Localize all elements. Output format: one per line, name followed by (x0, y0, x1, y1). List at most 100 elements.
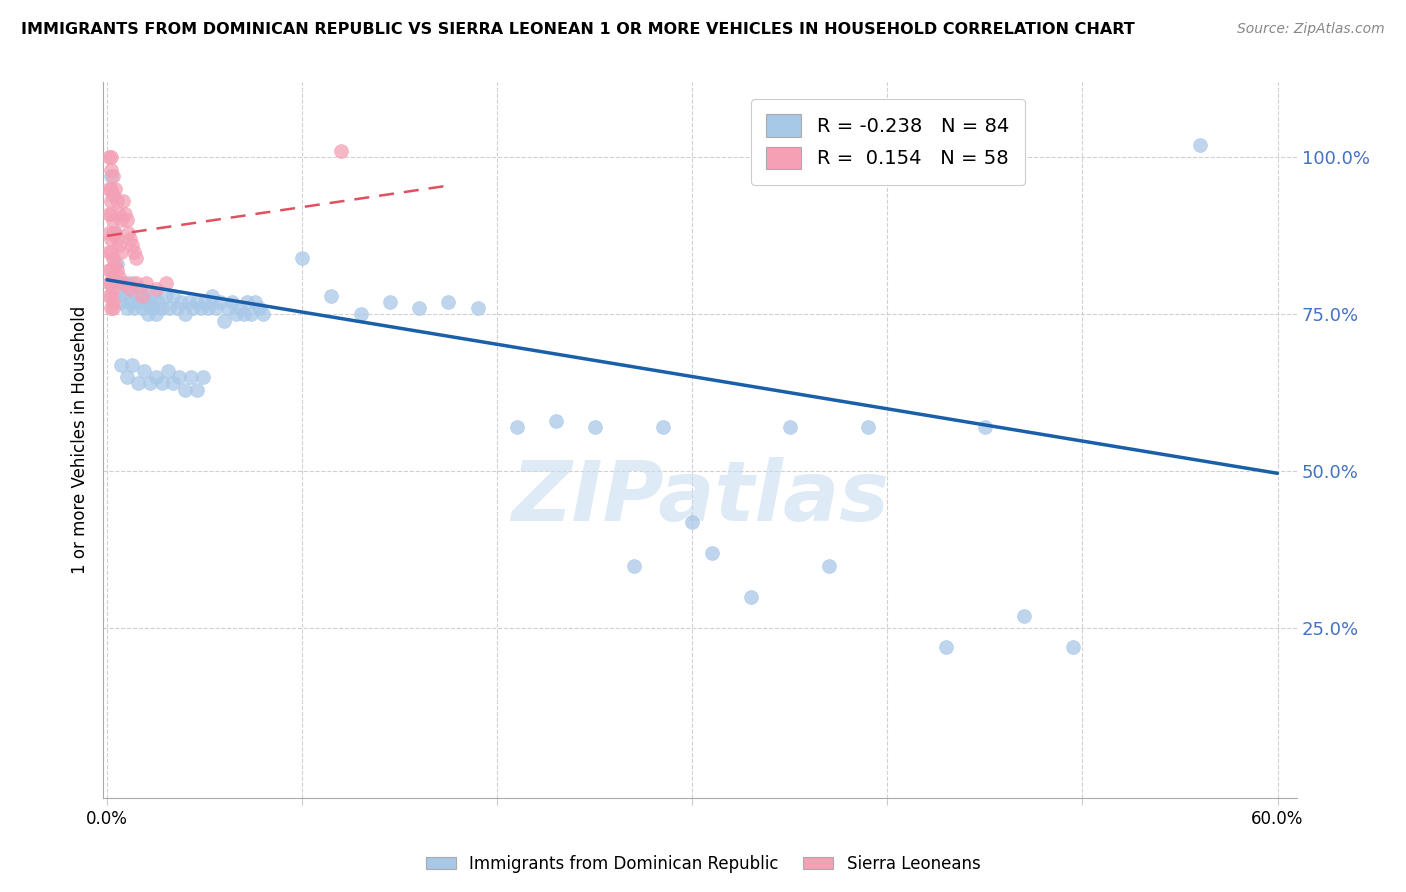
Point (98, 244, 121, 259)
Point (100, 288, 122, 302)
Point (174, 307, 197, 321)
Point (155, 276, 177, 290)
Point (135, 276, 157, 290)
Point (177, 294, 200, 309)
Point (330, 144, 353, 158)
Point (111, 194, 134, 209)
Point (104, 226, 127, 240)
Point (221, 294, 243, 309)
Point (156, 364, 179, 378)
Point (145, 370, 167, 384)
Point (652, 420, 675, 434)
Point (139, 294, 162, 309)
Point (321, 288, 343, 302)
Point (98, 226, 121, 240)
Point (194, 294, 217, 309)
Point (142, 288, 165, 302)
Point (121, 358, 143, 372)
Point (105, 232, 128, 246)
Point (180, 370, 202, 384)
Point (155, 288, 177, 302)
Point (350, 307, 373, 321)
Point (124, 244, 146, 259)
Point (114, 207, 136, 221)
Point (100, 301, 122, 315)
Point (98, 263, 121, 277)
Point (104, 226, 127, 240)
Point (129, 282, 152, 296)
Point (100, 207, 122, 221)
Point (127, 376, 149, 391)
Point (145, 307, 167, 321)
Text: Source: ZipAtlas.com: Source: ZipAtlas.com (1237, 22, 1385, 37)
Point (110, 213, 132, 227)
Point (174, 383, 197, 397)
Point (98, 150, 121, 164)
Point (110, 294, 132, 309)
Point (115, 301, 138, 315)
Point (162, 288, 184, 302)
Point (105, 257, 128, 271)
Text: IMMIGRANTS FROM DOMINICAN REPUBLIC VS SIERRA LEONEAN 1 OR MORE VEHICLES IN HOUSE: IMMIGRANTS FROM DOMINICAN REPUBLIC VS SI… (21, 22, 1135, 37)
Point (225, 307, 247, 321)
Point (131, 301, 153, 315)
Point (190, 301, 212, 315)
Point (131, 288, 153, 302)
Point (856, 420, 879, 434)
Point (101, 251, 124, 265)
Point (700, 546, 723, 560)
Point (120, 232, 142, 246)
Point (159, 301, 181, 315)
Point (150, 376, 173, 391)
Text: ZIPatlas: ZIPatlas (512, 457, 889, 538)
Point (167, 370, 190, 384)
Point (117, 282, 139, 296)
Point (240, 307, 263, 321)
Point (127, 294, 149, 309)
Point (104, 257, 127, 271)
Point (114, 288, 136, 302)
Point (437, 294, 460, 309)
Legend: R = -0.238   N = 84, R =  0.154   N = 58: R = -0.238 N = 84, R = 0.154 N = 58 (751, 99, 1025, 185)
Point (467, 301, 489, 315)
Point (209, 294, 232, 309)
Point (201, 288, 224, 302)
Y-axis label: 1 or more Vehicles in Household: 1 or more Vehicles in Household (72, 306, 89, 574)
Point (125, 276, 148, 290)
Point (212, 313, 235, 327)
Point (101, 301, 124, 315)
Point (110, 358, 132, 372)
Point (245, 294, 267, 309)
Point (217, 301, 239, 315)
Point (107, 238, 129, 252)
Point (252, 307, 274, 321)
Point (105, 194, 128, 209)
Point (98, 207, 121, 221)
Point (166, 301, 188, 315)
Point (935, 640, 957, 655)
Point (1012, 609, 1035, 624)
Point (191, 370, 214, 384)
Point (205, 301, 228, 315)
Point (100, 244, 122, 259)
Point (145, 282, 167, 296)
Point (146, 294, 169, 309)
Point (111, 276, 134, 290)
Point (740, 590, 762, 604)
Point (139, 376, 162, 391)
Legend: Immigrants from Dominican Republic, Sierra Leoneans: Immigrants from Dominican Republic, Sier… (419, 848, 987, 880)
Point (186, 294, 208, 309)
Point (101, 226, 124, 240)
Point (136, 307, 159, 321)
Point (107, 207, 129, 221)
Point (378, 294, 401, 309)
Point (124, 301, 146, 315)
Point (170, 294, 193, 309)
Point (1062, 640, 1084, 655)
Point (232, 307, 254, 321)
Point (110, 276, 132, 290)
Point (101, 169, 124, 183)
Point (125, 251, 148, 265)
Point (98, 288, 121, 302)
Point (100, 263, 122, 277)
